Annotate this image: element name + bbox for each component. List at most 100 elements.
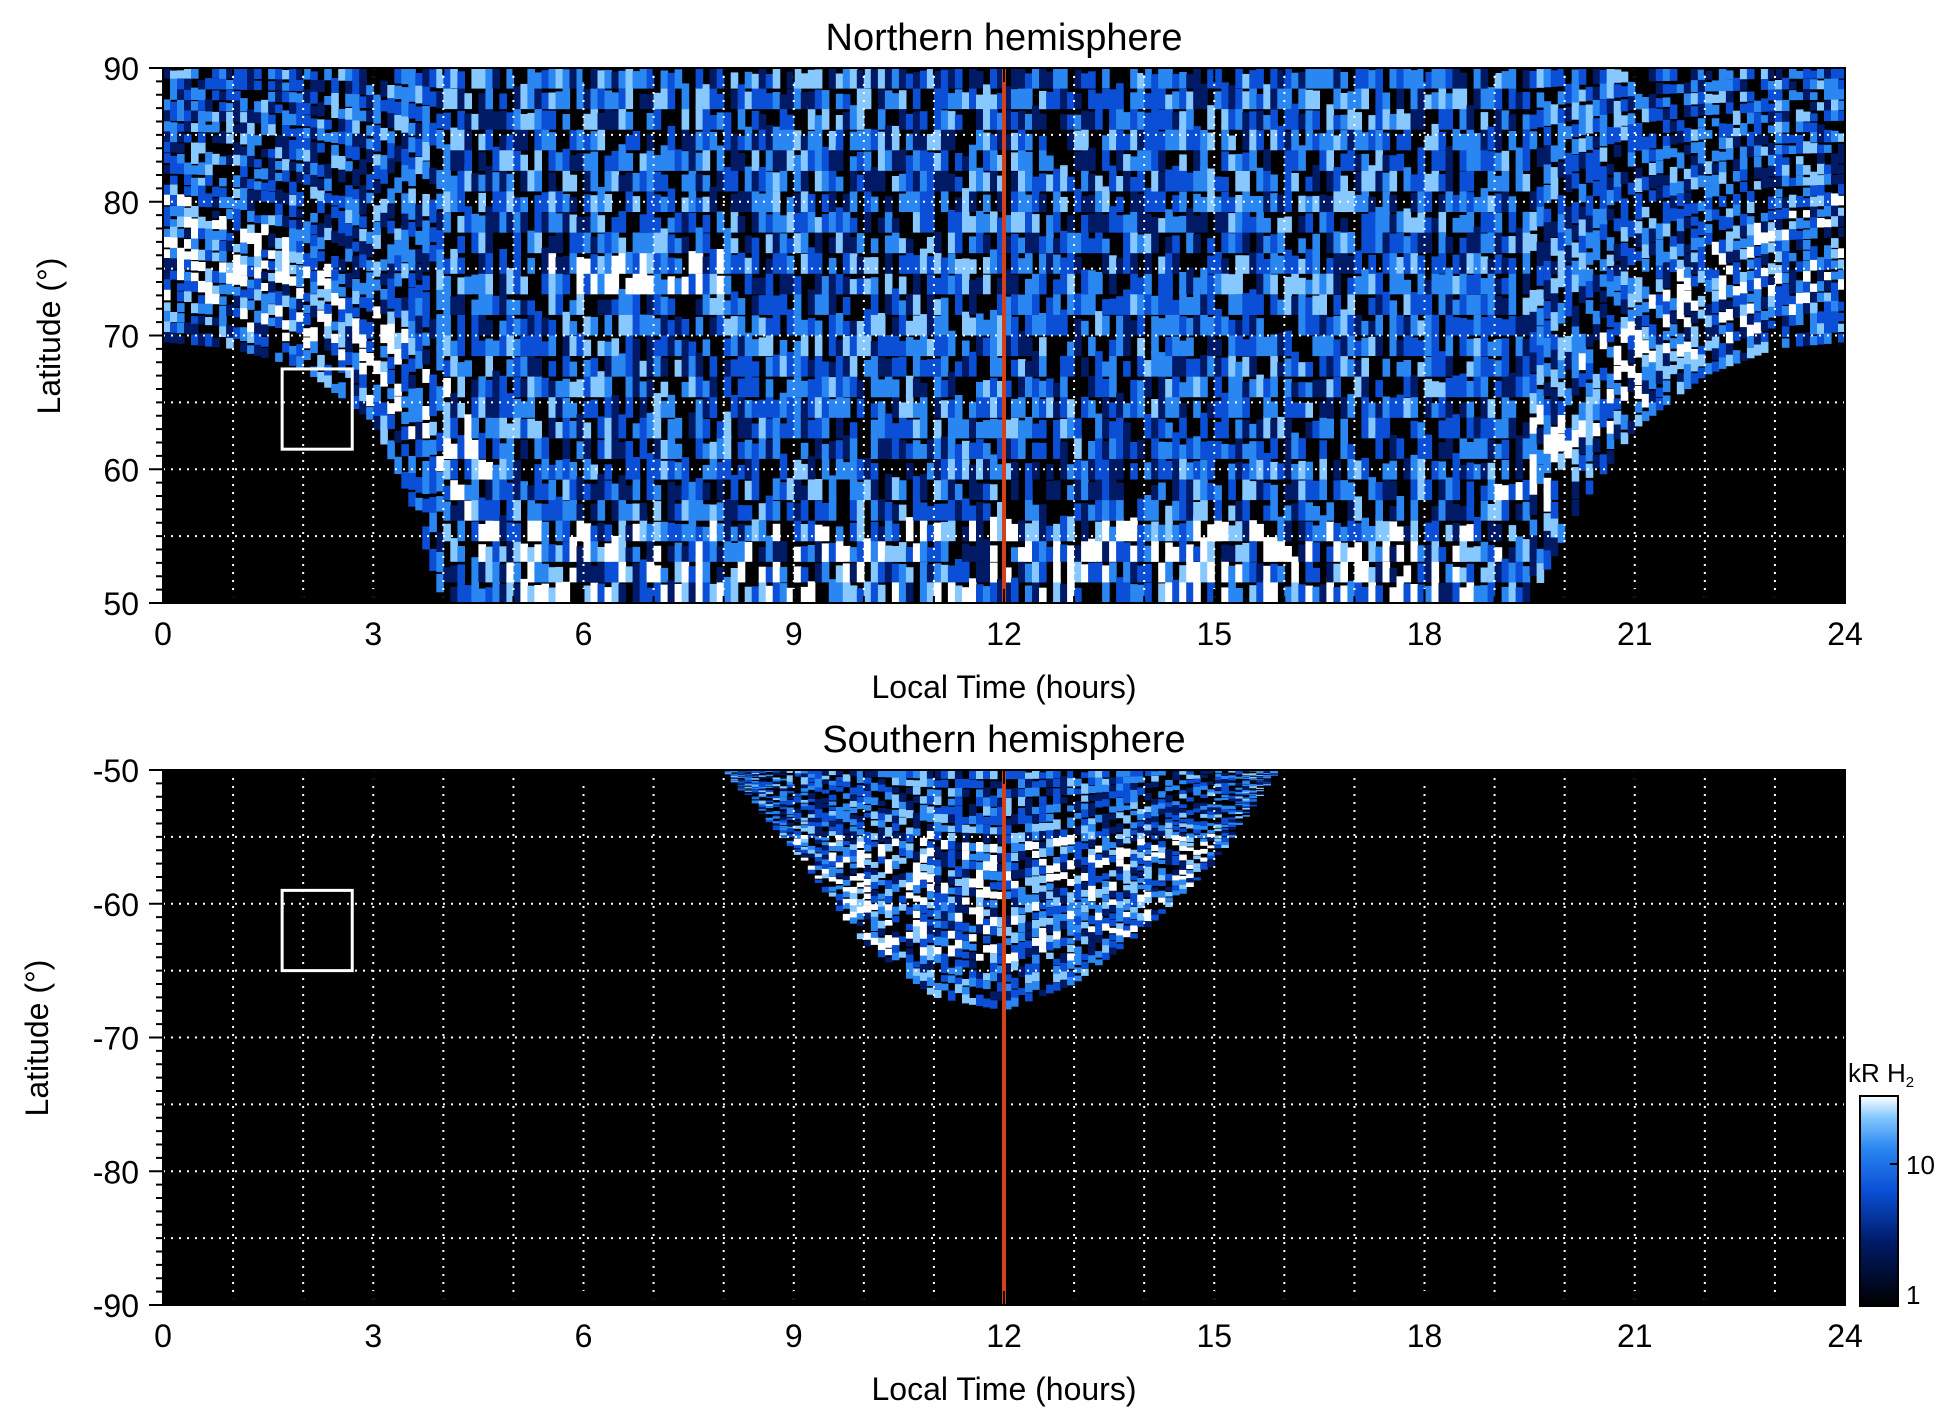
north-emission-cell (1648, 350, 1657, 363)
north-emission-cell (1669, 121, 1678, 132)
north-emission-cell (870, 463, 879, 480)
north-emission-cell (254, 189, 262, 201)
north-emission-cell (422, 307, 430, 328)
north-emission-cell (534, 230, 542, 254)
north-emission-cell (758, 317, 767, 336)
north-emission-cell (492, 185, 500, 212)
north-emission-cell (457, 146, 465, 171)
north-emission-cell (1340, 334, 1348, 357)
north-emission-cell (324, 96, 332, 105)
north-emission-cell (646, 150, 655, 171)
north-emission-cell (219, 178, 227, 187)
north-emission-cell (387, 311, 395, 324)
north-emission-cell (1438, 210, 1447, 233)
north-emission-cell (793, 233, 802, 254)
north-emission-cell (1494, 296, 1503, 315)
north-emission-cell (849, 457, 858, 480)
north-emission-cell (1753, 156, 1762, 168)
north-emission-cell (1319, 309, 1327, 336)
north-emission-cell (926, 274, 935, 295)
north-emission-cell (1326, 147, 1334, 171)
north-emission-cell (506, 68, 514, 89)
north-emission-cell (751, 110, 760, 130)
north-emission-cell (877, 526, 886, 542)
north-emission-cell (170, 160, 178, 174)
north-emission-cell (1760, 311, 1769, 321)
north-emission-cell (1515, 482, 1524, 501)
north-emission-cell (1200, 310, 1208, 336)
north-emission-cell (1480, 188, 1489, 212)
north-emission-cell (688, 352, 697, 377)
north-emission-cell (1053, 536, 1061, 562)
north-emission-cell (1123, 154, 1131, 171)
north-emission-cell (779, 541, 788, 562)
north-emission-cell (954, 259, 963, 274)
north-emission-cell (1207, 105, 1215, 130)
north-emission-cell (282, 292, 290, 307)
north-emission-cell (1613, 422, 1622, 440)
north-emission-cell (1697, 256, 1706, 271)
north-emission-cell (1242, 557, 1250, 583)
north-emission-cell (1550, 442, 1559, 463)
north-emission-cell (905, 419, 914, 439)
north-emission-cell (1662, 119, 1671, 133)
north-emission-cell (555, 566, 564, 583)
north-emission-cell (1817, 311, 1825, 324)
north-emission-cell (1438, 290, 1447, 315)
north-emission-cell (254, 286, 262, 301)
north-emission-cell (1711, 275, 1720, 290)
north-emission-cell (877, 333, 886, 356)
north-emission-cell (303, 115, 311, 127)
north-emission-cell (1431, 561, 1440, 583)
north-emission-cell (1529, 534, 1538, 556)
north-emission-cell (667, 125, 676, 151)
north-emission-cell (1564, 427, 1573, 441)
north-emission-cell (1249, 128, 1257, 151)
north-emission-cell (604, 433, 613, 459)
north-emission-cell (1543, 513, 1552, 531)
north-emission-cell (842, 462, 851, 480)
north-emission-cell (926, 188, 935, 212)
north-emission-cell (478, 588, 486, 603)
north-emission-cell (1305, 297, 1313, 315)
north-emission-cell (653, 501, 662, 521)
north-emission-cell (856, 174, 865, 192)
north-emission-cell (1676, 303, 1685, 320)
north-emission-cell (499, 330, 507, 357)
north-emission-cell (1298, 88, 1306, 110)
north-emission-cell (1235, 168, 1243, 192)
north-emission-cell (1606, 315, 1615, 328)
north-emission-cell (793, 154, 802, 171)
north-emission-cell (352, 169, 360, 186)
north-emission-cell (492, 495, 500, 521)
north-emission-cell (1459, 87, 1468, 110)
north-emission-cell (1116, 315, 1124, 336)
north-emission-cell (1438, 582, 1447, 603)
north-emission-cell (1109, 433, 1117, 459)
north-emission-cell (1599, 274, 1608, 287)
north-emission-cell (1326, 577, 1334, 603)
north-emission-cell (1522, 91, 1531, 110)
north-emission-cell (1025, 540, 1033, 562)
north-emission-cell (625, 329, 634, 356)
north-emission-cell (331, 92, 339, 106)
north-emission-cell (800, 463, 809, 480)
north-emission-cell (548, 132, 557, 151)
north-emission-cell (1543, 363, 1552, 377)
north-emission-cell (1270, 68, 1278, 89)
north-emission-cell (877, 417, 886, 439)
north-emission-cell (1130, 442, 1138, 459)
north-emission-cell (401, 471, 409, 489)
north-emission-cell (1774, 265, 1783, 273)
north-emission-cell (990, 392, 998, 418)
north-emission-cell (618, 211, 627, 233)
north-emission-cell (1214, 196, 1222, 212)
north-emission-cell (1270, 484, 1278, 501)
north-emission-cell (303, 135, 311, 150)
north-emission-cell (1795, 156, 1804, 165)
north-emission-cell (969, 546, 977, 562)
north-emission-cell (317, 200, 325, 214)
north-emission-cell (933, 315, 942, 336)
north-emission-cell (1781, 291, 1790, 305)
north-emission-cell (709, 538, 718, 562)
